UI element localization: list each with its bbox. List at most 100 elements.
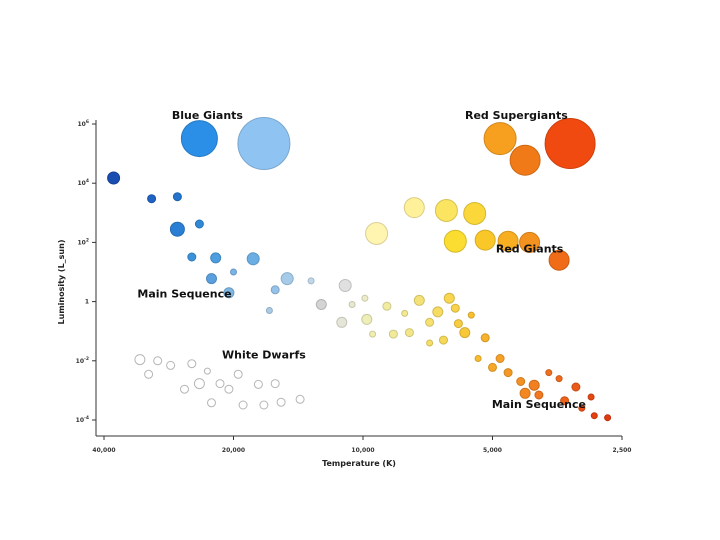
main-sequence-star: [495, 354, 505, 363]
group-label-main-sequence: Main Sequence: [492, 398, 586, 411]
group-label-red-giants: Red Giants: [496, 243, 564, 256]
red-giants-star: [434, 199, 458, 222]
data-points: [107, 117, 612, 422]
main-sequence-star: [560, 396, 570, 406]
main-sequence-star: [587, 393, 595, 401]
y-tick-label: 104: [78, 178, 90, 187]
white-dwarfs-star: [215, 379, 225, 389]
main-sequence-star: [348, 301, 356, 308]
main-sequence-star: [361, 313, 373, 325]
white-dwarfs-star: [207, 398, 216, 408]
red-giants-star: [403, 197, 425, 219]
main-sequence-star: [571, 382, 581, 392]
axes: [95, 120, 622, 437]
main-sequence-star: [604, 414, 612, 422]
white-dwarfs-star: [253, 379, 263, 389]
main-sequence-star: [480, 333, 490, 343]
red-giants-star: [365, 222, 389, 245]
main-sequence-star: [280, 272, 294, 286]
main-sequence-star: [369, 330, 377, 338]
main-sequence-star: [169, 221, 185, 237]
white-dwarfs-star: [203, 367, 211, 375]
group-label-white-dwarfs: White Dwarfs: [222, 349, 306, 362]
main-sequence-star: [336, 316, 348, 328]
red-supergiants-star: [544, 118, 596, 169]
main-sequence-star: [453, 319, 463, 329]
y-tick-label: 10-4: [76, 415, 89, 424]
red-giants-star: [474, 229, 496, 251]
white-dwarfs-star: [193, 378, 205, 390]
main-sequence-star: [361, 294, 369, 302]
white-dwarfs-star: [166, 360, 176, 370]
y-tick-label: 102: [78, 237, 90, 246]
white-dwarfs-star: [233, 369, 243, 379]
main-sequence-star: [388, 329, 398, 339]
main-sequence-star: [467, 311, 475, 319]
main-sequence-star: [307, 277, 315, 285]
red-giants-star: [548, 249, 570, 271]
main-sequence-star: [488, 362, 497, 372]
main-sequence-star: [246, 252, 260, 266]
main-sequence-star: [210, 252, 222, 264]
main-sequence-star: [425, 317, 435, 327]
blue-giants-star: [237, 117, 291, 170]
x-tick-label: 5,000: [483, 447, 502, 454]
main-sequence-star: [503, 368, 513, 378]
white-dwarfs-star: [187, 359, 197, 369]
red-giants-star: [519, 231, 541, 253]
main-sequence-star: [459, 327, 471, 339]
main-sequence-star: [439, 335, 448, 345]
main-sequence-star: [590, 412, 598, 420]
white-dwarfs-star: [153, 356, 163, 366]
red-giants-star: [443, 229, 467, 253]
main-sequence-star: [432, 306, 444, 318]
main-sequence-star: [187, 252, 197, 262]
white-dwarfs-star: [144, 369, 154, 379]
main-sequence-star: [172, 192, 182, 202]
main-sequence-star: [528, 379, 540, 391]
white-dwarfs-star: [224, 384, 234, 394]
y-tick-label: 1: [85, 299, 89, 306]
white-dwarfs-star: [259, 400, 269, 410]
main-sequence-star: [223, 287, 235, 299]
main-sequence-star: [450, 303, 460, 313]
group-label-blue-giants: Blue Giants: [172, 109, 244, 122]
white-dwarfs-star: [238, 400, 248, 410]
main-sequence-star: [519, 387, 531, 399]
main-sequence-star: [474, 355, 482, 362]
x-tick-label: 10,000: [351, 447, 374, 454]
main-sequence-star: [315, 299, 327, 310]
x-tick-label: 2,500: [613, 447, 632, 454]
main-sequence-star: [555, 375, 563, 383]
main-sequence-star: [230, 268, 237, 276]
group-label-red-supergiants: Red Supergiants: [465, 109, 568, 122]
x-tick-label: 20,000: [222, 447, 245, 454]
ticks: 40,000 20,000 10,000 5,000 2,500 106 104 102 1 10…: [76, 119, 632, 454]
y-axis-title: Luminosity (L_sun): [57, 240, 66, 325]
main-sequence-star: [382, 301, 392, 311]
main-sequence-star: [338, 279, 352, 292]
red-supergiants-star: [509, 144, 541, 176]
group-labels: Blue Giants Red Supergiants Main Sequence W…: [137, 109, 586, 411]
main-sequence-star: [401, 309, 409, 317]
y-tick-label: 106: [78, 119, 90, 128]
main-sequence-star: [426, 339, 434, 347]
group-label-main-sequence: Main Sequence: [137, 287, 231, 300]
white-dwarfs-star: [134, 354, 146, 366]
red-supergiants-star: [483, 122, 517, 156]
main-sequence-star: [206, 273, 217, 285]
blue-giants-star: [180, 120, 218, 158]
main-sequence-star: [516, 377, 526, 386]
white-dwarfs-star: [276, 397, 286, 407]
main-sequence-star: [534, 390, 544, 400]
main-sequence-star: [270, 285, 280, 295]
main-sequence-star: [413, 294, 425, 306]
main-sequence-star: [107, 171, 121, 185]
x-tick-label: 40,000: [92, 447, 115, 454]
white-dwarfs-star: [295, 394, 305, 404]
x-axis-title: Temperature (K): [322, 459, 396, 468]
white-dwarfs-star: [270, 379, 280, 389]
main-sequence-star: [147, 194, 157, 204]
main-sequence-star: [265, 307, 273, 314]
